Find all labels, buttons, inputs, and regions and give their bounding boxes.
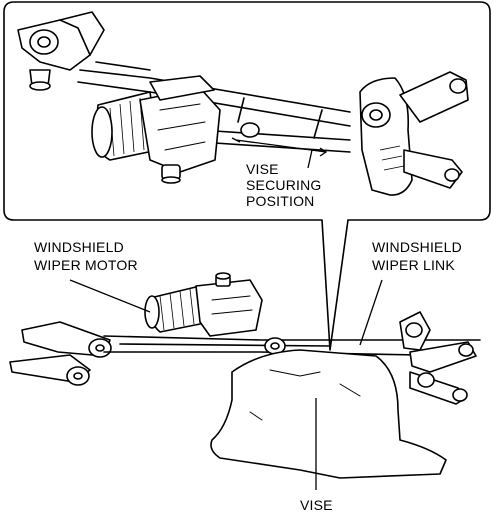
label-link-line-2: WIPER LINK: [372, 257, 455, 273]
label-motor-line-2: WIPER MOTOR: [34, 257, 138, 273]
label-vise-securing-position: VISE SECURING POSITION: [246, 161, 322, 209]
main-right-pivot: [399, 311, 477, 405]
label-vise-securing-line-1: VISE: [246, 161, 279, 177]
label-vise-securing-line-2: SECURING: [246, 177, 322, 193]
label-motor-line-1: WINDSHIELD: [34, 239, 124, 255]
label-wiper-link: WINDSHIELD WIPER LINK: [372, 239, 462, 273]
detail-callout: [3, 1, 491, 351]
main-left-linkage: [9, 321, 112, 386]
link-leader: [359, 279, 383, 346]
label-wiper-motor: WINDSHIELD WIPER MOTOR: [34, 239, 138, 273]
label-vise-securing-line-3: POSITION: [246, 193, 315, 209]
detail-left-pivot: [17, 11, 105, 91]
main-vise: [210, 349, 447, 479]
motor-leader: [69, 279, 151, 313]
detail-right-pivot: [359, 71, 469, 196]
label-vise: VISE: [300, 497, 333, 513]
detail-wiper-motor: [91, 75, 221, 184]
main-wiper-motor: [144, 272, 263, 337]
main-assembly: [9, 272, 481, 479]
detail-securing-marks: [231, 97, 328, 169]
label-link-line-1: WINDSHIELD: [372, 239, 462, 255]
leader-lines: [69, 279, 383, 490]
